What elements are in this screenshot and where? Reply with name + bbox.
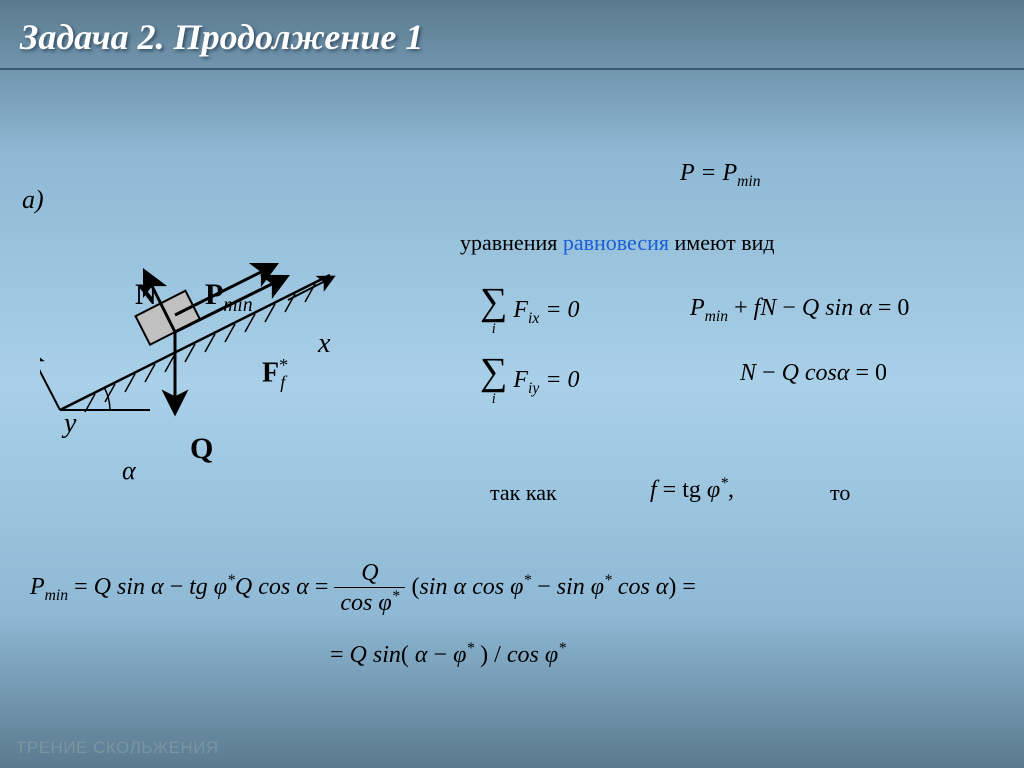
label-Q: Q <box>190 432 213 466</box>
eq-sum-fx: ∑i Fix = 0 <box>480 285 580 338</box>
eq-p-pmin: P = Pmin <box>680 160 761 191</box>
eq-sum-fy: ∑i Fiy = 0 <box>480 355 580 408</box>
label-Ff: F*f <box>262 355 285 393</box>
eq-x-equation: Pmin + fN − Q sin α = 0 <box>690 295 909 326</box>
text-tak-kak: так как <box>490 480 557 506</box>
label-x: x <box>318 328 330 360</box>
label-y: y <box>64 408 76 440</box>
text-equilibrium: уравнения равновесия имеют вид <box>460 230 775 256</box>
footer-text: ТРЕНИЕ СКОЛЬЖЕНИЯ <box>16 738 219 758</box>
content-area: а) <box>0 70 1024 758</box>
label-alpha: α <box>122 456 136 486</box>
text-to: то <box>830 480 850 506</box>
slide-title: Задача 2. Продолжение 1 <box>0 0 1024 70</box>
eq-pmin-derivation-2: = Q sin( α − φ* ) / cos φ* <box>330 640 566 669</box>
eq-y-equation: N − Q cosα = 0 <box>740 360 887 387</box>
label-N: N <box>135 278 157 312</box>
free-body-diagram: N Pmin x F*f y Q α <box>40 180 390 440</box>
label-P: Pmin <box>205 278 253 317</box>
eq-f-tg-phi: f = tg φ*, <box>650 475 734 504</box>
eq-pmin-derivation-1: Pmin = Q sin α − tg φ*Q cos α = Q cos φ*… <box>30 560 696 617</box>
